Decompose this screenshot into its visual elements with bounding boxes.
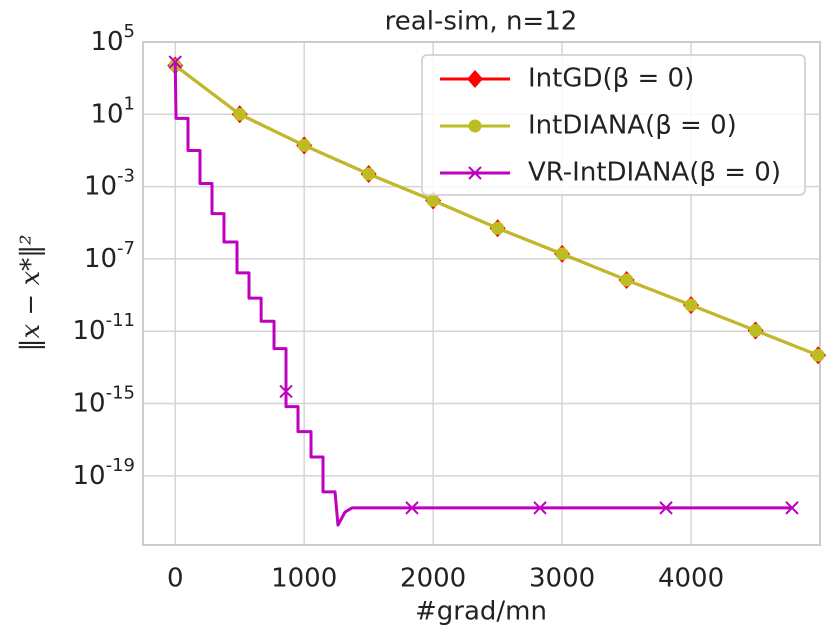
marker: [426, 194, 440, 208]
marker: [659, 501, 673, 515]
x-tick-label: 3000: [529, 564, 595, 594]
marker: [405, 501, 419, 515]
marker: [555, 247, 569, 261]
legend-label: IntGD(β = 0): [528, 64, 694, 94]
y-tick-label: 10-19: [73, 455, 136, 491]
marker: [233, 107, 247, 121]
y-tick-label: 10-11: [73, 310, 136, 346]
x-tick-label: 1000: [271, 564, 337, 594]
marker: [467, 70, 483, 88]
y-tick-label: 105: [90, 21, 135, 57]
y-tick-label: 10-3: [84, 166, 135, 202]
marker: [491, 221, 505, 235]
marker: [297, 138, 311, 152]
y-tick-label: 10-7: [84, 238, 135, 274]
marker: [620, 273, 634, 287]
legend-label: VR-IntDIANA(β = 0): [528, 158, 781, 188]
marker: [684, 298, 698, 312]
marker: [749, 323, 763, 337]
marker: [811, 348, 825, 362]
series-line: [173, 62, 793, 527]
y-tick-label: 10-15: [73, 383, 136, 419]
x-axis-label: #grad/mn: [415, 597, 547, 627]
legend-label: IntDIANA(β = 0): [528, 111, 737, 141]
x-tick-label: 4000: [658, 564, 724, 594]
legend-box: [421, 54, 806, 196]
legend: IntGD(β = 0) IntDIANA(β = 0) VR-IntDIANA(β…: [421, 54, 806, 196]
marker: [168, 55, 182, 69]
marker: [279, 384, 293, 399]
marker: [533, 501, 547, 515]
marker: [785, 501, 799, 515]
marker: [468, 166, 482, 180]
y-axis-label: ‖x − x*‖²: [16, 234, 46, 351]
x-tick-label: 0: [167, 564, 184, 594]
x-tick-label: 2000: [400, 564, 466, 594]
chart-title: real-sim, n=12: [385, 7, 578, 37]
marker: [362, 167, 376, 181]
plot-frame: [142, 41, 821, 546]
y-tick-label: 101: [90, 93, 135, 129]
marker: [468, 119, 482, 133]
